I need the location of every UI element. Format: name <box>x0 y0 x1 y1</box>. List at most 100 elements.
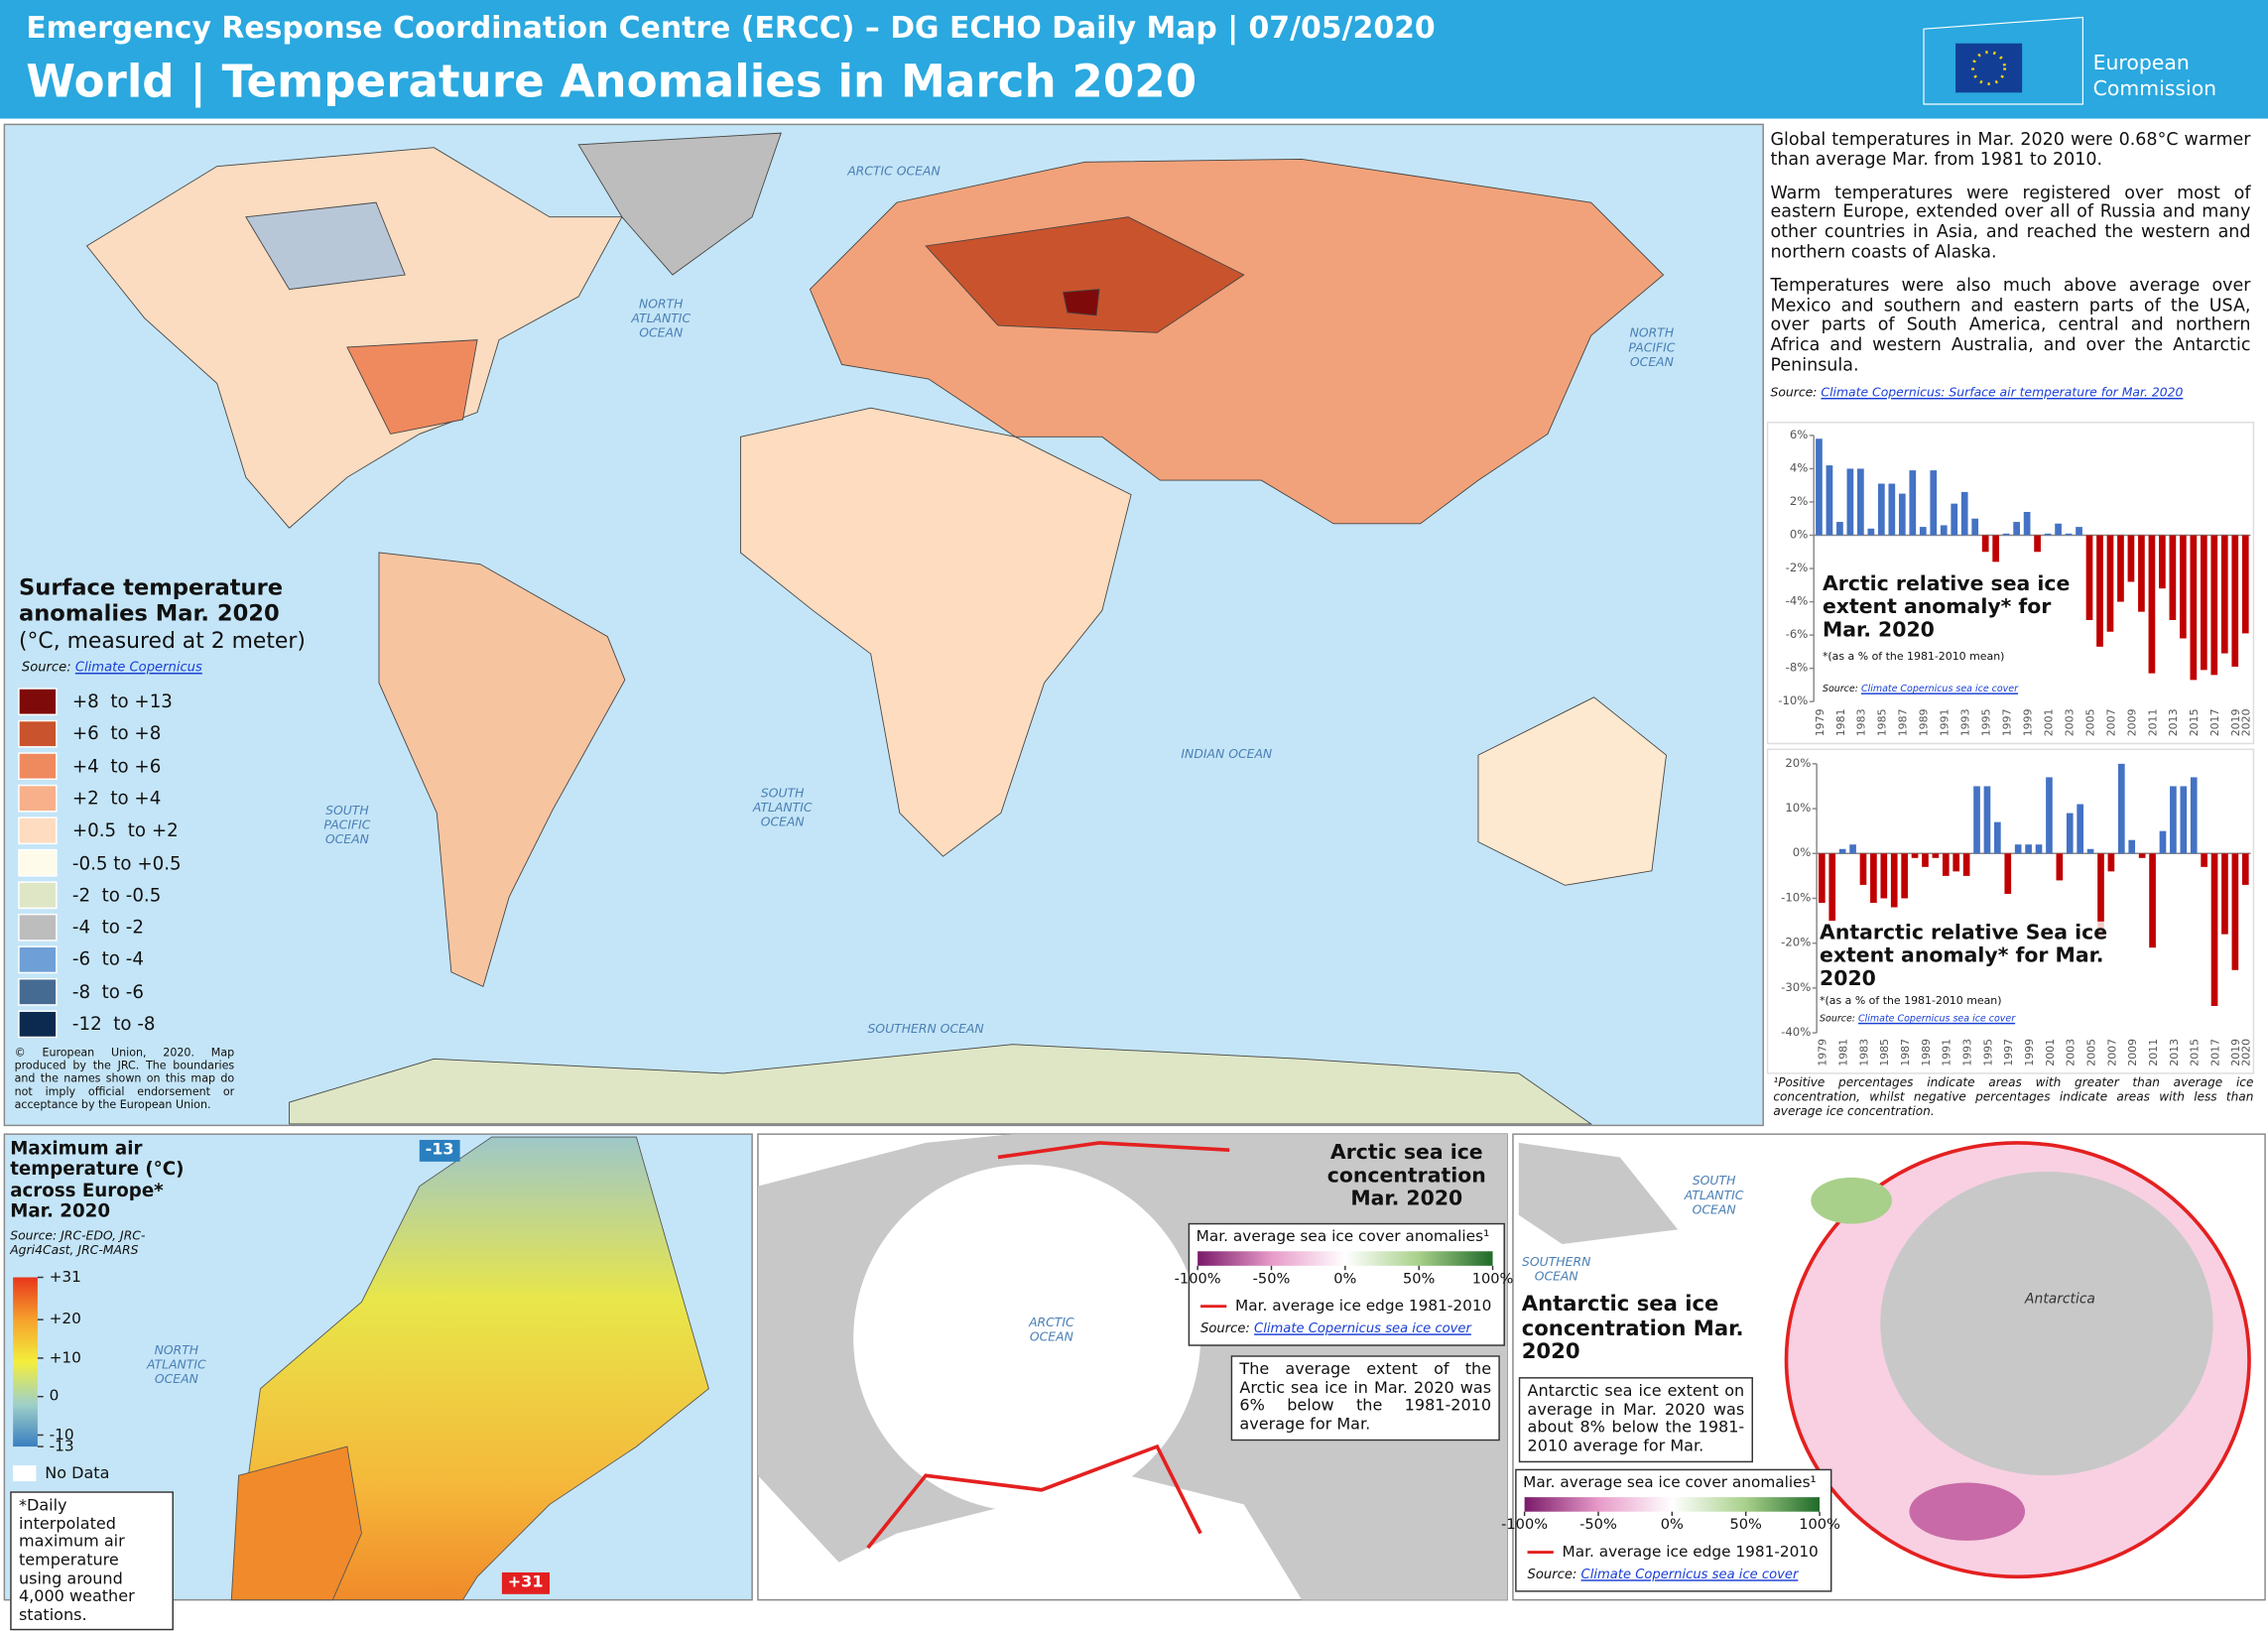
source-label: Source: <box>1822 683 1858 694</box>
x-tick-label: 1991 <box>1941 1039 1953 1066</box>
australia <box>1477 696 1667 886</box>
legend-label: +6 to +8 <box>71 722 162 744</box>
russia-hot <box>925 216 1245 333</box>
bar <box>1828 853 1836 922</box>
greenland <box>577 132 782 276</box>
legend-label: -8 to -6 <box>71 980 144 1003</box>
scale-label: 50% <box>1729 1517 1762 1534</box>
x-tick-label: 2015 <box>2189 1039 2202 1066</box>
source-link[interactable]: Climate Copernicus sea ice cover <box>1254 1321 1471 1337</box>
y-tick-label: 10% <box>1785 801 1812 815</box>
bar <box>1880 853 1888 899</box>
x-tick-label: 2019 <box>2229 708 2242 736</box>
x-tick-label: 2003 <box>2063 708 2076 736</box>
legend-swatch <box>18 719 58 748</box>
x-tick-label: 2005 <box>2084 1039 2097 1066</box>
hotspot <box>1063 289 1100 316</box>
bar <box>2044 533 2052 536</box>
bar <box>2180 786 2188 854</box>
bar <box>1951 503 1958 536</box>
bar <box>1919 527 1927 536</box>
x-tick-label: 1999 <box>2021 708 2034 736</box>
bar <box>2117 763 2125 854</box>
bar <box>1922 853 1929 867</box>
scale-label: 50% <box>1402 1271 1436 1288</box>
y-tick-label: -6% <box>1785 627 1809 641</box>
legend-swatch <box>18 688 58 716</box>
x-tick-label: 2019 <box>2229 1039 2242 1066</box>
chart-title: Arctic relative sea ice extent anomaly* … <box>1822 572 2077 643</box>
usa-warm <box>346 339 478 435</box>
ocean-label: SOUTHERN OCEAN <box>867 1022 984 1038</box>
source-link[interactable]: Climate Copernicus sea ice cover <box>1580 1568 1799 1583</box>
bar <box>2085 535 2093 621</box>
source-link[interactable]: Climate Copernicus: Surface air temperat… <box>1821 386 2184 401</box>
bar <box>2221 853 2228 935</box>
y-tick-label: 0% <box>1789 528 1809 542</box>
legend-title: Mar. average sea ice cover anomalies¹ <box>1523 1473 1817 1492</box>
scale-label: 0% <box>1333 1271 1357 1288</box>
bar <box>1930 470 1938 536</box>
x-tick-label: 1981 <box>1834 708 1847 736</box>
bar <box>1971 518 1979 536</box>
legend-swatch <box>18 1010 58 1039</box>
y-tick-label: -10% <box>1781 891 1812 905</box>
summary-source: Source: Climate Copernicus: Surface air … <box>1770 386 2184 402</box>
copyright: © European Union, 2020. Map produced by … <box>14 1046 235 1112</box>
bar <box>2169 535 2177 621</box>
x-tick-label: 1983 <box>1855 708 1868 736</box>
logo-text: European <box>2092 52 2190 75</box>
paragraph: Warm temperatures were registered over m… <box>1770 182 2251 262</box>
bar <box>1901 853 1908 899</box>
bar <box>1992 535 2000 563</box>
bar <box>2170 786 2177 854</box>
y-tick-label: -40% <box>1781 1025 1812 1039</box>
scale-label: +31 <box>49 1268 81 1287</box>
x-tick-label: 1981 <box>1837 1039 1850 1066</box>
bar <box>2117 535 2124 602</box>
bar <box>2128 839 2136 854</box>
x-tick-label: 2017 <box>2208 708 2221 736</box>
footnote: ¹Positive percentages indicate areas wit… <box>1773 1074 2254 1118</box>
bar <box>1932 853 1940 858</box>
bar <box>2200 535 2207 671</box>
x-tick-label: 2009 <box>2125 708 2138 736</box>
canada-cold <box>245 201 406 291</box>
x-tick-label: 2020 <box>2240 708 2253 736</box>
source-link[interactable]: Climate Copernicus <box>74 661 202 676</box>
bar <box>2096 535 2103 647</box>
legend-unit: (°C, measured at 2 meter) <box>18 627 306 655</box>
bar <box>2201 853 2207 867</box>
legend-label: -12 to -8 <box>71 1012 156 1035</box>
x-tick-label: 1997 <box>2002 1039 2015 1066</box>
chart-subtitle: *(as a % of the 1981-2010 mean) <box>1820 993 2002 1007</box>
bar <box>2241 853 2249 885</box>
bar <box>1816 439 1823 536</box>
chart-source: Source: Climate Copernicus sea ice cover <box>1820 1012 2016 1025</box>
source-link[interactable]: Climate Copernicus sea ice cover <box>1858 1012 2016 1025</box>
x-tick-label: 2017 <box>2208 1039 2221 1066</box>
source-link[interactable]: Climate Copernicus sea ice cover <box>1860 683 2019 694</box>
bar <box>2046 777 2053 854</box>
source-label: Source: <box>1770 386 1818 401</box>
logo-outline <box>1923 16 2083 105</box>
africa <box>740 407 1132 857</box>
bar <box>1960 491 1968 536</box>
europe-footnote: *Daily interpolated maximum air temperat… <box>10 1491 174 1631</box>
bar <box>2148 535 2156 674</box>
legend-box <box>1515 1468 1832 1592</box>
bar <box>1836 522 1843 536</box>
arctic-ice-edge <box>866 1443 1202 1550</box>
scale-label: 100% <box>1471 1271 1514 1288</box>
source-label: Source: <box>21 661 71 676</box>
header-title: World | Temperature Anomalies in March 2… <box>26 56 1197 109</box>
ocean-label: SOUTHERN OCEAN <box>1522 1255 1591 1286</box>
ocean-label: SOUTH PACIFIC OCEAN <box>323 804 371 848</box>
x-tick-label: 1983 <box>1857 1039 1870 1066</box>
antarctic-note: Antarctic sea ice extent on average in M… <box>1518 1377 1753 1462</box>
bar <box>2127 535 2135 582</box>
x-tick-label: 2001 <box>2042 708 2055 736</box>
bar <box>1911 853 1919 858</box>
